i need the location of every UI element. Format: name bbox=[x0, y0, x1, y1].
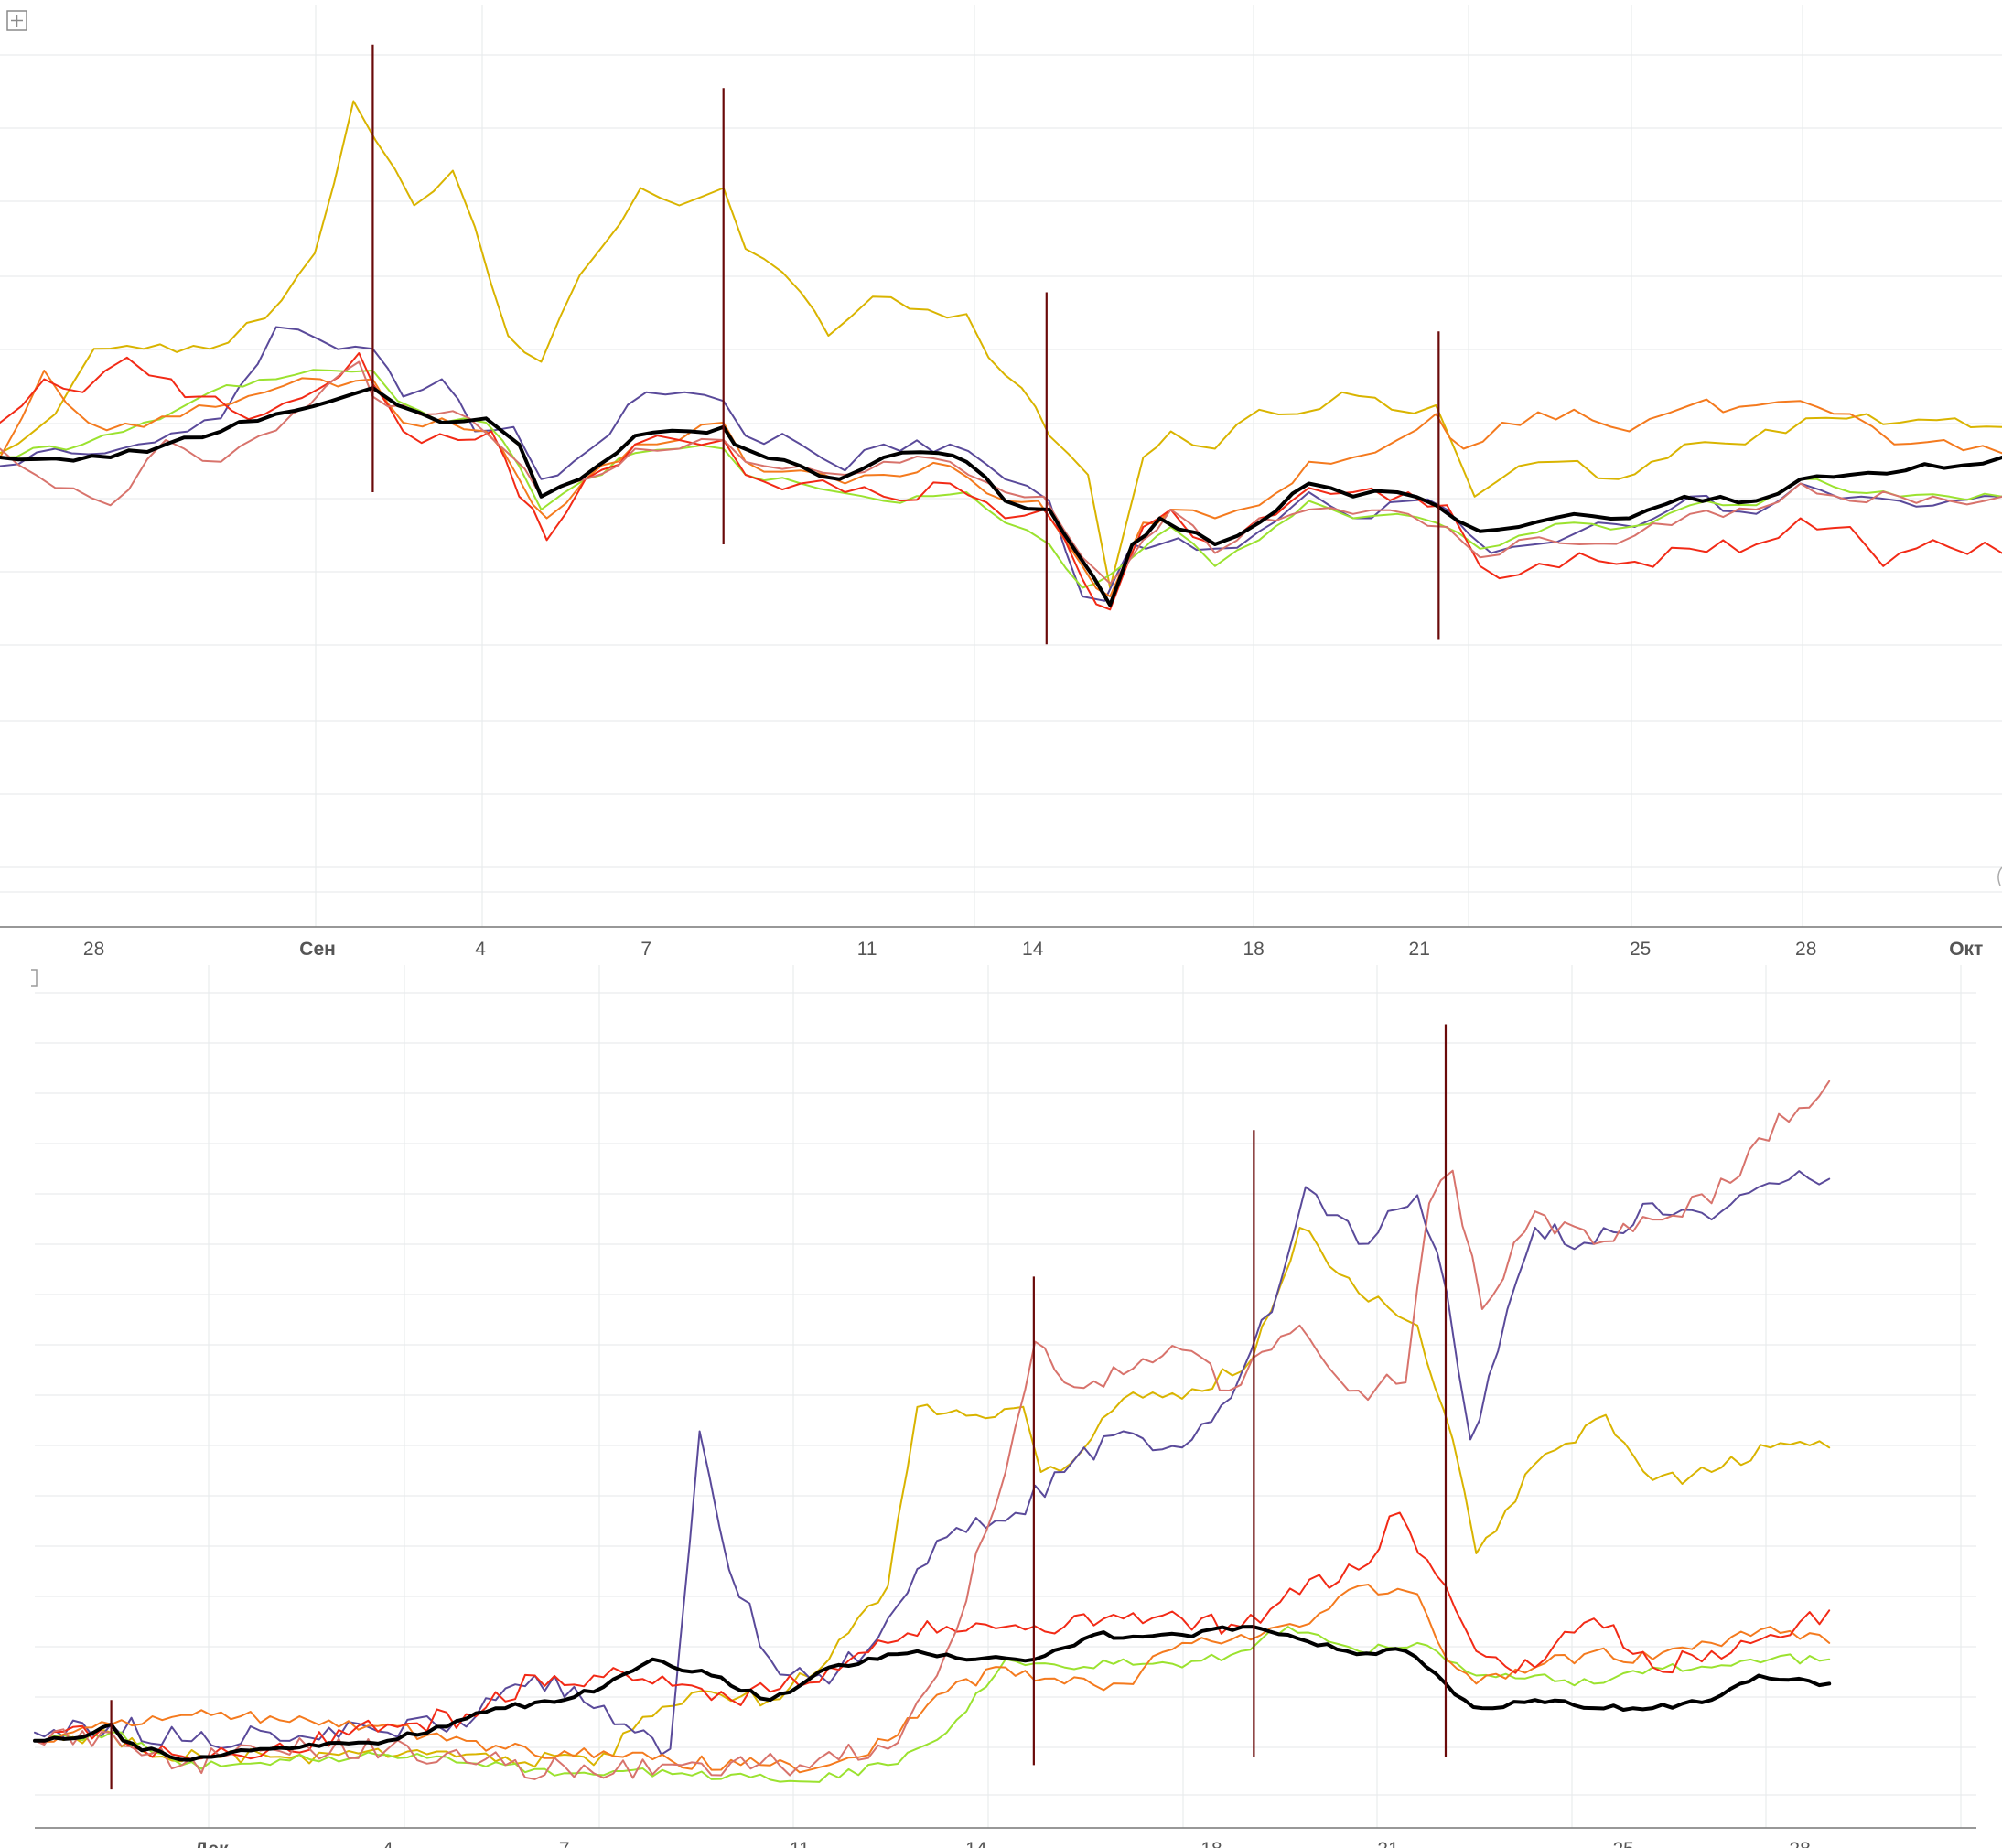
x-tick-label: 28 bbox=[1789, 1839, 1810, 1848]
x-tick-label: 28 bbox=[1795, 939, 1816, 960]
bottom-event-markers bbox=[110, 1024, 1448, 1790]
top-series-group bbox=[0, 100, 2002, 611]
x-tick-label: 11 bbox=[857, 939, 877, 960]
plus-box-icon[interactable] bbox=[6, 10, 27, 31]
x-tick-label: 25 bbox=[1630, 939, 1651, 960]
series-line-3 bbox=[34, 1626, 1831, 1783]
x-tick-label: 21 bbox=[1409, 939, 1430, 960]
bracket-icon[interactable] bbox=[31, 969, 38, 987]
top-grid bbox=[0, 5, 2002, 927]
bottom-series-group bbox=[33, 1080, 1832, 1783]
x-tick-label: 18 bbox=[1200, 1839, 1222, 1848]
x-tick-label: Окт bbox=[1949, 939, 1983, 960]
bottom-x-axis: Дек 4 7 11 14 18 21 25 28 bbox=[35, 1827, 1976, 1848]
x-tick-label: 18 bbox=[1243, 939, 1264, 960]
series-line-5 bbox=[34, 1511, 1831, 1760]
series-line-2 bbox=[34, 1170, 1831, 1756]
x-tick-label: 4 bbox=[475, 939, 486, 960]
series-line-1 bbox=[34, 1227, 1831, 1768]
series-line-0 bbox=[0, 386, 2002, 607]
series-line-5 bbox=[0, 352, 2002, 611]
series-line-6 bbox=[0, 360, 2002, 585]
series-line-6 bbox=[34, 1080, 1831, 1780]
series-line-0 bbox=[33, 1625, 1832, 1762]
top-x-axis: 28 Сен 4 7 11 14 18 21 25 28 Окт bbox=[0, 926, 2002, 960]
x-tick-label: 7 bbox=[640, 939, 651, 960]
x-tick-label: 11 bbox=[790, 1839, 810, 1848]
top-event-markers bbox=[371, 44, 1440, 645]
x-tick-label: Сен bbox=[299, 939, 336, 960]
series-line-4 bbox=[34, 1584, 1831, 1774]
x-tick-label: Дек bbox=[194, 1839, 229, 1848]
x-tick-label: 7 bbox=[559, 1839, 570, 1848]
x-tick-label: 21 bbox=[1377, 1839, 1398, 1848]
x-tick-label: 28 bbox=[83, 939, 104, 960]
series-line-2 bbox=[0, 326, 2002, 602]
top-chart-panel: 28 Сен 4 7 11 14 18 21 25 28 Окт bbox=[0, 5, 2002, 960]
x-tick-label: 4 bbox=[382, 1839, 393, 1848]
x-tick-label: 14 bbox=[965, 1839, 987, 1848]
series-line-1 bbox=[0, 100, 2002, 589]
x-tick-label: 25 bbox=[1613, 1839, 1634, 1848]
x-tick-label: 14 bbox=[1022, 939, 1044, 960]
series-line-3 bbox=[0, 369, 2002, 589]
bottom-grid bbox=[35, 965, 1976, 1828]
edge-handle-icon[interactable] bbox=[1997, 866, 2002, 886]
bottom-chart-panel: Дек 4 7 11 14 18 21 25 28 bbox=[33, 965, 1976, 1848]
